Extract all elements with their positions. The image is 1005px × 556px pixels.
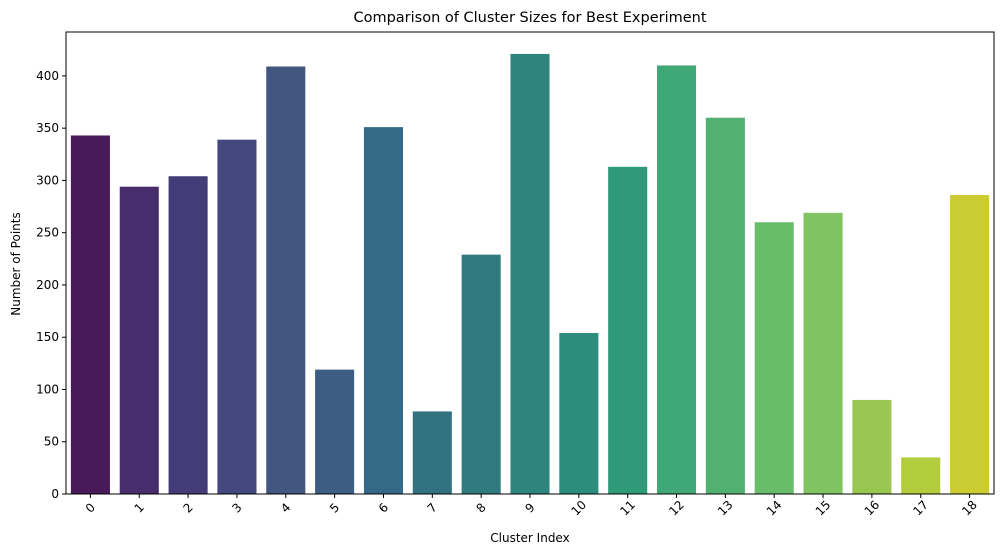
plot-frame <box>65 31 995 495</box>
bar-cluster-6 <box>363 127 404 495</box>
y-tick-label: 300 <box>36 173 59 187</box>
plot-area <box>70 53 990 495</box>
y-tick-label: 50 <box>44 435 59 449</box>
y-axis-label: Number of Points <box>9 212 23 315</box>
bar-cluster-17 <box>901 457 941 494</box>
y-tick-label: 0 <box>51 487 59 501</box>
x-tick-label: 14 <box>764 498 785 519</box>
x-axis-label: Cluster Index <box>490 531 569 545</box>
bar-cluster-5 <box>315 369 355 494</box>
x-tick-label: 2 <box>180 500 195 515</box>
bar-cluster-16 <box>852 399 892 494</box>
bar-cluster-0 <box>70 135 110 495</box>
x-tick-label: 10 <box>568 498 589 519</box>
x-tick-label: 12 <box>666 498 687 519</box>
x-tick-label: 11 <box>617 498 638 519</box>
bar-cluster-7 <box>412 411 452 494</box>
bar-cluster-18 <box>950 195 990 494</box>
x-tick-label: 9 <box>522 500 537 515</box>
x-tick-label: 5 <box>327 500 342 515</box>
x-tick-label: 0 <box>83 500 98 515</box>
bar-cluster-11 <box>608 166 648 494</box>
x-tick-label: 7 <box>425 500 440 515</box>
y-tick-label: 150 <box>36 330 59 344</box>
x-tick-label: 6 <box>376 500 391 515</box>
bar-cluster-12 <box>656 65 697 494</box>
bar-cluster-15 <box>803 212 843 494</box>
x-axis: 0 1 2 3 4 5 6 7 8 9 10 11 12 13 14 15 16 17 18 <box>83 494 980 518</box>
x-tick-label: 16 <box>862 498 883 519</box>
bar-cluster-9 <box>510 53 550 494</box>
x-tick-label: 4 <box>278 500 293 515</box>
y-tick-label: 350 <box>36 121 59 135</box>
y-tick-label: 250 <box>36 226 59 240</box>
x-tick-label: 13 <box>715 498 736 519</box>
x-tick-label: 1 <box>132 500 147 515</box>
bar-cluster-8 <box>461 254 501 494</box>
bar-cluster-14 <box>754 222 794 495</box>
bar-cluster-13 <box>705 117 745 495</box>
y-tick-label: 400 <box>36 69 59 83</box>
x-tick-label: 18 <box>959 498 980 519</box>
bar-cluster-3 <box>217 139 257 494</box>
chart-title: Comparison of Cluster Sizes for Best Exp… <box>353 10 706 26</box>
x-tick-label: 17 <box>910 498 931 519</box>
bar-cluster-4 <box>266 66 306 495</box>
bar-cluster-2 <box>168 176 208 495</box>
y-axis: 0 50 100 150 200 250 300 350 400 <box>36 69 66 501</box>
bar-cluster-1 <box>119 186 159 494</box>
x-tick-label: 8 <box>474 500 489 515</box>
y-tick-label: 200 <box>36 278 59 292</box>
x-tick-label: 15 <box>813 498 834 519</box>
y-tick-label: 100 <box>36 382 59 396</box>
x-tick-label: 3 <box>229 500 244 515</box>
bar-cluster-10 <box>559 333 599 494</box>
